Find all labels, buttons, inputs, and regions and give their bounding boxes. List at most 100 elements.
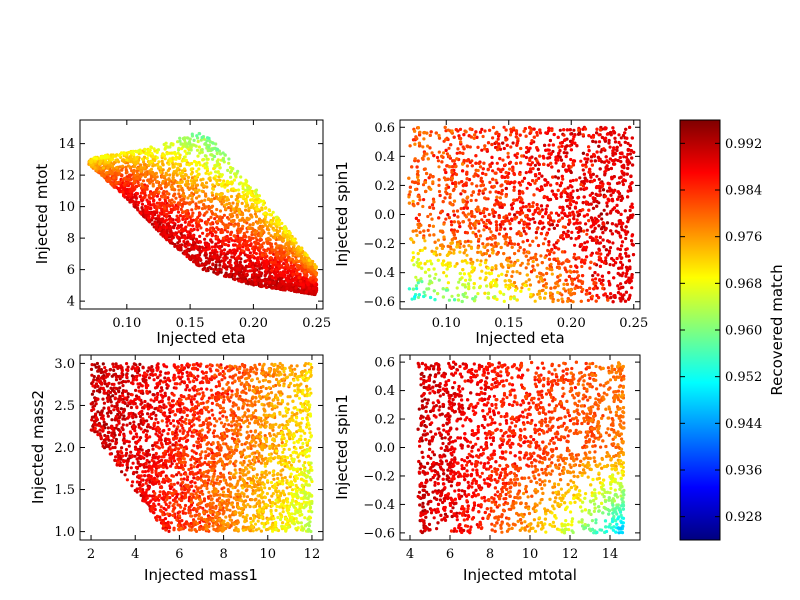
data-point — [311, 286, 315, 291]
data-point — [558, 184, 562, 188]
data-point — [110, 182, 114, 186]
data-point — [630, 276, 634, 280]
data-point — [139, 169, 143, 173]
data-point — [583, 241, 587, 245]
data-point — [202, 248, 206, 252]
data-point — [627, 254, 631, 258]
data-point — [241, 190, 245, 194]
data-point — [131, 169, 135, 173]
data-point — [274, 263, 278, 267]
data-point — [188, 202, 192, 206]
data-point — [248, 223, 252, 227]
data-point — [613, 152, 618, 156]
data-point — [254, 191, 258, 196]
data-point — [218, 215, 222, 219]
data-point — [203, 154, 207, 158]
data-point — [544, 207, 548, 211]
data-point — [257, 194, 261, 198]
data-point — [524, 150, 529, 154]
data-point — [611, 199, 615, 203]
data-point — [171, 175, 175, 179]
data-point — [163, 157, 167, 161]
data-point — [104, 171, 108, 175]
data-point — [595, 150, 599, 154]
data-point — [93, 166, 97, 170]
data-point — [264, 285, 269, 289]
data-point — [180, 198, 184, 202]
data-point — [480, 148, 484, 152]
data-point — [457, 134, 461, 138]
data-point — [151, 172, 155, 176]
data-point — [314, 286, 318, 290]
data-point — [305, 281, 309, 285]
data-point — [94, 156, 99, 160]
data-point — [255, 195, 259, 199]
data-point — [624, 265, 629, 269]
data-point — [279, 244, 283, 248]
data-point — [581, 151, 586, 155]
data-point — [244, 273, 248, 277]
data-point — [560, 211, 564, 215]
data-point — [205, 165, 209, 169]
data-point — [314, 278, 318, 282]
data-point — [143, 171, 147, 175]
data-point — [134, 200, 138, 204]
data-point — [572, 212, 576, 217]
data-point — [620, 222, 624, 226]
data-point — [140, 196, 145, 200]
data-point — [534, 230, 539, 235]
data-point — [550, 165, 554, 169]
data-point — [608, 186, 612, 190]
data-point — [553, 175, 558, 179]
data-point — [164, 215, 169, 219]
data-point — [491, 169, 495, 173]
data-point — [150, 216, 154, 220]
data-point — [185, 201, 189, 205]
data-point — [213, 248, 217, 252]
data-point — [171, 221, 176, 225]
data-point — [498, 223, 502, 227]
data-point — [226, 243, 231, 248]
data-point — [176, 184, 180, 188]
data-point — [190, 191, 194, 195]
data-point — [224, 243, 228, 247]
data-point — [201, 231, 205, 235]
data-point — [178, 153, 182, 157]
data-point — [190, 185, 194, 189]
data-point — [177, 230, 181, 234]
data-point — [593, 226, 597, 230]
data-point — [563, 212, 567, 216]
data-point — [517, 189, 522, 193]
data-point — [574, 237, 578, 241]
data-point — [170, 241, 175, 245]
data-point — [186, 233, 190, 237]
data-point — [139, 165, 143, 169]
data-point — [541, 221, 545, 225]
data-point — [165, 212, 169, 216]
data-point — [265, 267, 269, 271]
data-point — [244, 208, 248, 212]
data-point — [163, 206, 167, 210]
data-point — [232, 234, 236, 238]
data-point — [199, 249, 203, 253]
data-point — [241, 242, 245, 246]
data-point — [535, 187, 539, 191]
data-point — [140, 202, 145, 206]
data-point — [162, 189, 166, 194]
data-point — [503, 227, 507, 231]
data-point — [167, 162, 171, 166]
data-point — [629, 174, 633, 179]
data-point — [263, 223, 267, 227]
data-point — [278, 226, 282, 230]
data-point — [533, 163, 538, 167]
data-point — [495, 181, 499, 185]
data-point — [552, 226, 557, 230]
data-point — [573, 141, 577, 145]
data-point — [414, 216, 418, 220]
data-point — [594, 192, 598, 196]
data-point — [284, 282, 288, 287]
data-point — [584, 187, 588, 191]
data-point — [602, 261, 607, 265]
data-point — [604, 256, 608, 260]
data-point — [200, 207, 205, 211]
